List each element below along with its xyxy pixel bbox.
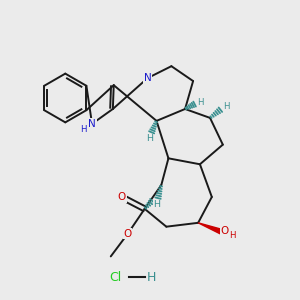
Text: O: O (118, 192, 126, 202)
Text: H: H (230, 231, 236, 240)
Text: H: H (223, 102, 230, 111)
Text: H: H (153, 200, 160, 209)
Text: H: H (80, 125, 86, 134)
Text: N: N (88, 119, 96, 129)
Text: O: O (220, 226, 228, 236)
Text: H: H (197, 98, 204, 107)
Text: O: O (124, 229, 132, 239)
Text: N: N (144, 73, 152, 83)
Text: Cl: Cl (110, 271, 122, 284)
Polygon shape (198, 223, 225, 235)
Text: H: H (146, 134, 154, 143)
Text: H: H (147, 271, 156, 284)
